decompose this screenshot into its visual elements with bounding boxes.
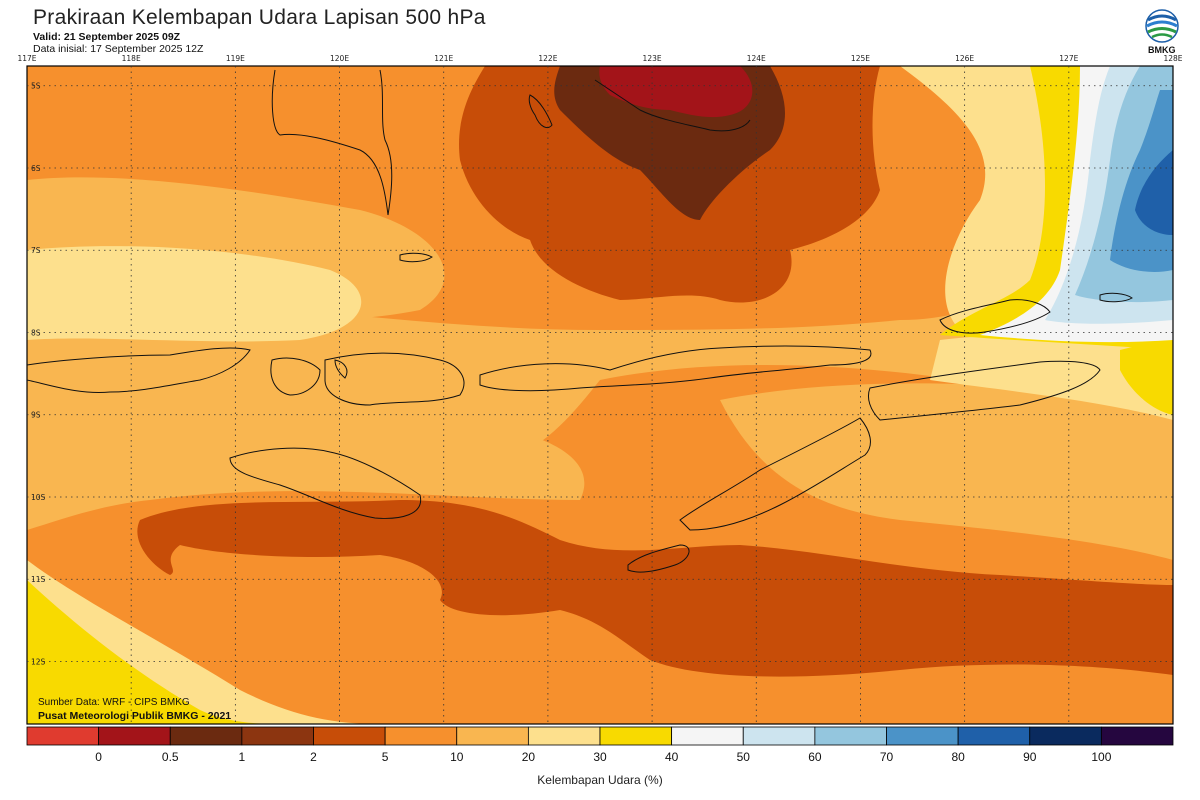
longitude-label: 118E xyxy=(122,54,141,63)
bmkg-logo-text: BMKG xyxy=(1148,45,1176,55)
colorbar-tick-label: 50 xyxy=(736,750,750,764)
island-rote xyxy=(627,544,690,573)
longitude-label: 124E xyxy=(747,54,766,63)
island-timor xyxy=(679,417,871,531)
latitude-label: 5S xyxy=(31,82,41,91)
colorbar-tick-label: 100 xyxy=(1091,750,1112,764)
latitude-label: 10S xyxy=(31,493,46,502)
colorbar-tick-label: 2 xyxy=(310,750,317,764)
colorbar-tick-label: 60 xyxy=(808,750,822,764)
band-yellow-southeast xyxy=(1120,340,1173,415)
longitude-label: 119E xyxy=(226,54,245,63)
map-frame xyxy=(26,65,1174,725)
island-sulawesi-south xyxy=(271,69,393,216)
colorbar-tick-label: 80 xyxy=(951,750,965,764)
longitude-label: 127E xyxy=(1059,54,1078,63)
colorbar-tick-label: 1 xyxy=(238,750,246,764)
colorbar-tick-label: 90 xyxy=(1023,750,1037,764)
band-pale-east xyxy=(930,335,1173,420)
latitude-label: 11S xyxy=(31,575,46,584)
colorbar-tick-label: 5 xyxy=(381,750,389,764)
init-time: Data inisial: 17 September 2025 12Z xyxy=(33,43,204,55)
island-sawu xyxy=(399,252,433,263)
island-wetar xyxy=(867,360,1101,421)
valid-time: Valid: 21 September 2025 09Z xyxy=(33,31,181,43)
colorbar-tick-label: 20 xyxy=(521,750,536,764)
island-lombok xyxy=(270,357,321,396)
island-sumbawa xyxy=(324,352,465,406)
longitude-label: 121E xyxy=(434,54,453,63)
longitude-label: 120E xyxy=(330,54,349,63)
longitude-label: 123E xyxy=(643,54,662,63)
blob-deepred-north xyxy=(599,66,753,118)
longitude-label: 126E xyxy=(955,54,974,63)
island-kisar xyxy=(1099,292,1133,303)
longitude-label: 128E xyxy=(1163,54,1182,63)
latitude-label: 9S xyxy=(31,411,41,420)
colorbar-tick-label: 40 xyxy=(664,750,679,764)
colorbar-tick-label: 0.5 xyxy=(161,750,179,764)
band-pale-west xyxy=(27,246,362,342)
colorbar-tick-label: 10 xyxy=(450,750,464,764)
latitude-label: 6S xyxy=(31,164,41,173)
island-north-group xyxy=(594,79,751,132)
latitude-labels: 5S 6S 7S 8S 9S 10S 11S 12S xyxy=(31,82,46,667)
longitude-labels: 117E 118E 119E 120E 121E 122E 123E 124E 125E 126E… xyxy=(17,54,1182,63)
island-alor xyxy=(939,299,1051,334)
island-bali xyxy=(27,347,251,394)
map-title: Prakiraan Kelembapan Udara Lapisan 500 h… xyxy=(33,6,486,29)
band-darkorange-south xyxy=(137,500,1173,677)
latitude-label: 7S xyxy=(31,246,41,255)
island-komodo xyxy=(334,359,348,379)
longitude-label: 117E xyxy=(17,54,36,63)
latitude-label: 12S xyxy=(31,657,46,666)
latitude-label: 8S xyxy=(31,328,41,337)
colorbar-tick-label: 0 xyxy=(95,750,102,764)
island-flores xyxy=(479,345,872,392)
band-yellow-southwest xyxy=(27,580,290,724)
band-light-mid xyxy=(27,391,585,530)
bmkg-logo-icon xyxy=(1145,9,1179,43)
colorbar-tick-label: 70 xyxy=(879,750,894,764)
island-buton xyxy=(528,94,553,128)
data-source: Sumber Data: WRF - CIPS BMKG xyxy=(38,697,190,708)
longitude-label: 125E xyxy=(851,54,870,63)
humidity-field xyxy=(27,66,1173,724)
credit-center: Pusat Meteorologi Publik BMKG - 2021 xyxy=(38,710,232,722)
graticule xyxy=(27,66,1173,724)
band-light-east xyxy=(720,383,1173,560)
band-darkblue xyxy=(1135,150,1173,235)
island-sumba xyxy=(229,447,422,519)
colorbar-title: Kelembapan Udara (%) xyxy=(537,773,663,787)
colorbar-tick-label: 30 xyxy=(593,750,607,764)
longitude-label: 122E xyxy=(538,54,557,63)
coastlines xyxy=(27,69,1133,573)
